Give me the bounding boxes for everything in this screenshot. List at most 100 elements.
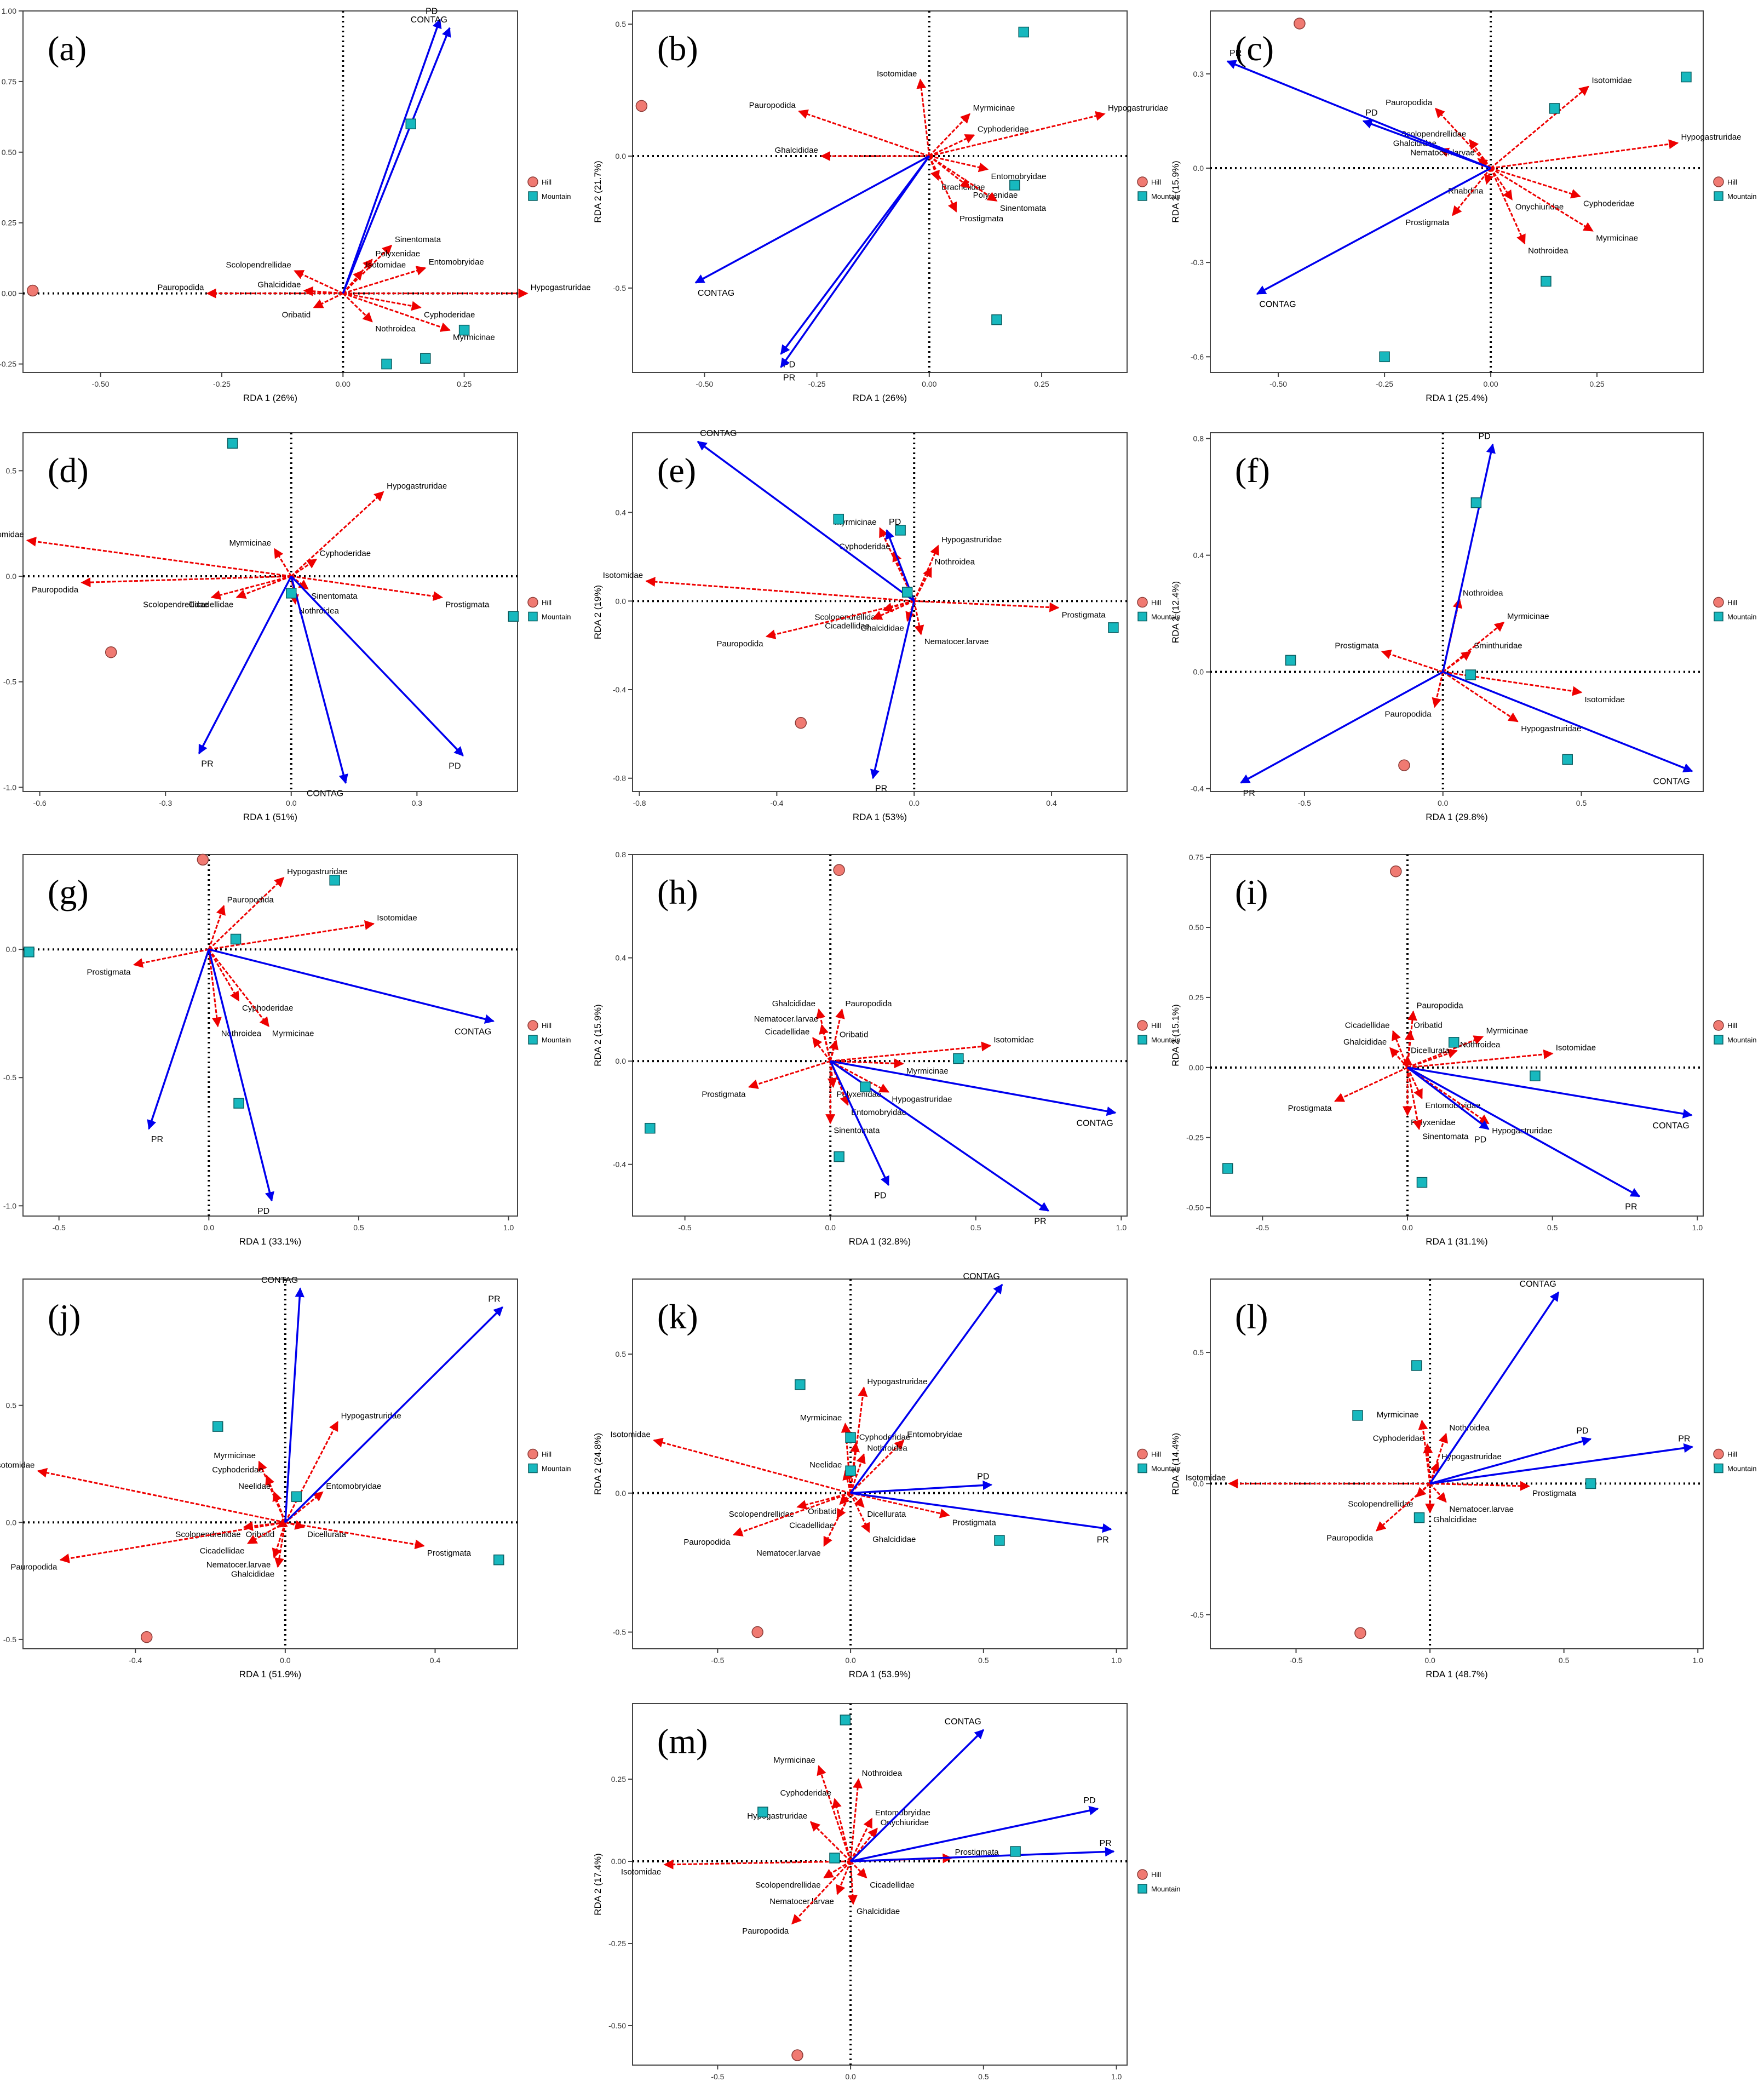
legend-mountain-swatch [1714, 611, 1723, 622]
taxon-label: Isotomidae [1556, 1043, 1596, 1052]
taxon-vector [1490, 167, 1581, 199]
taxon-label: Nothroidea [935, 558, 975, 567]
panel-i: -0.5 0.0 0.5 1.0 -0.50 -0.25 0.00 0.25 0.50 0.75 R… [1170, 853, 1756, 1247]
panel-m: -0.5 0.0 0.5 1.0 -0.50 -0.25 0.00 0.25 RDA 1 (42… [593, 1703, 1180, 2087]
taxon-label: Nothroidea [862, 1769, 903, 1778]
taxon-vector [1442, 671, 1519, 723]
mountain-site-point [405, 118, 416, 129]
panel-h: -0.5 0.0 0.5 1.0 -0.4 0.0 0.4 0.8 RDA 1 (32.8%) R… [593, 850, 1180, 1247]
panel-label: (b) [657, 29, 698, 68]
taxon-vector [812, 1037, 831, 1062]
env-vector [284, 1287, 304, 1523]
env-vector [1407, 1067, 1693, 1119]
y-axis-label: RDA 2 (19%) [593, 585, 603, 639]
x-tick-label: 1.0 [1111, 2072, 1122, 2081]
taxon-label: Hypogastruridae [1521, 724, 1581, 733]
taxon-label: Pauropodida [749, 101, 796, 110]
taxon-vector [208, 876, 285, 950]
mountain-site-point [845, 1465, 856, 1476]
legend-hill-swatch [1713, 176, 1724, 187]
taxon-label: Ghalcididae [1433, 1515, 1476, 1524]
taxon-vector [81, 575, 291, 588]
taxon-label: Isotomidae [1592, 76, 1632, 85]
taxon-vector [872, 600, 915, 620]
y-tick-label: -1.0 [3, 1201, 16, 1210]
legend: Hill Mountain [1137, 1869, 1180, 1894]
panel-label: (l) [1235, 1297, 1268, 1336]
x-tick-label: 0.00 [1483, 380, 1498, 388]
mountain-site-point [1411, 1360, 1422, 1371]
taxon-label: Prostigmata [955, 1848, 999, 1857]
x-tick-label: 0.25 [1589, 380, 1604, 388]
mountain-site-point [1562, 754, 1573, 765]
taxon-label: Myrmicinae [214, 1451, 256, 1460]
taxon-label: Nothroidea [1460, 1040, 1501, 1050]
x-tick-label: 0.0 [845, 2072, 856, 2081]
taxon-label: Hypogastruridae [747, 1811, 807, 1821]
taxon-label: Sinentomata [834, 1126, 880, 1135]
plot-frame [1210, 10, 1704, 373]
taxon-label: Ghalcididae [860, 624, 904, 633]
x-axis-label: RDA 1 (25.4%) [1426, 393, 1487, 403]
mountain-site-point [381, 358, 392, 370]
taxon-vector [1490, 167, 1594, 232]
legend-mountain-label: Mountain [1727, 1036, 1756, 1044]
mountain-site-point [901, 587, 913, 598]
y-tick-label: -0.50 [1186, 1203, 1204, 1212]
panel-label: (k) [657, 1297, 698, 1336]
env-vector [694, 155, 930, 284]
taxon-label: Ghalcididae [231, 1569, 274, 1579]
taxon-label: Ghalcididae [775, 146, 818, 155]
legend-mountain-label: Mountain [1727, 613, 1756, 621]
y-axis-label: RDA 2 (15.1%) [1170, 1004, 1181, 1066]
taxon-label: Cicadellidae [765, 1028, 810, 1037]
mountain-site-point [508, 611, 519, 622]
taxon-label: Entomobryidae [429, 257, 484, 267]
x-axis-label: RDA 1 (26%) [853, 393, 907, 403]
taxon-vector [342, 270, 363, 294]
taxon-label: Pauropodida [1384, 710, 1432, 719]
x-axis-label: RDA 1 (48.7%) [1426, 1669, 1487, 1679]
legend-hill-label: Hill [542, 599, 551, 607]
panel-b: -0.50 -0.25 0.00 0.25 -0.5 0.0 0.5 RDA 1 (26%) R… [593, 10, 1180, 403]
panel-label: (g) [48, 873, 89, 911]
hill-site-point [791, 2049, 803, 2061]
taxon-vector [929, 111, 1106, 157]
taxon-vector [849, 1493, 870, 1533]
hill-site-point [833, 864, 845, 876]
legend-mountain-swatch [528, 611, 538, 622]
taxon-label: Polyxenidae [973, 191, 1018, 200]
taxon-vector [850, 1860, 867, 1879]
taxon-label: Cyphoderidae [1373, 1434, 1424, 1443]
mountain-site-point [1379, 351, 1390, 363]
y-axis-label: RDA 2 (14.4%) [1170, 1433, 1181, 1495]
y-tick-label: -0.5 [3, 1635, 16, 1644]
env-label: PR [875, 784, 887, 794]
mountain-site-point [1222, 1163, 1233, 1174]
y-tick-label: -0.25 [608, 1939, 626, 1948]
panel-l: -0.5 0.0 0.5 1.0 -0.5 0.0 0.5 RDA 1 (48.7%) RDA … [1170, 1278, 1756, 1679]
mountain-site-point [1018, 26, 1029, 38]
taxon-vector [1389, 1047, 1409, 1068]
legend-hill-label: Hill [1727, 1450, 1737, 1459]
taxon-label: Hypogastruridae [387, 481, 447, 491]
y-tick-label: -0.5 [3, 678, 16, 686]
taxon-label: Cyphoderidae [424, 310, 475, 319]
legend-mountain-swatch [1714, 1463, 1723, 1473]
x-tick-label: 0.5 [978, 1656, 989, 1665]
mountain-site-point [24, 947, 35, 958]
env-label: CONTAG [963, 1272, 1000, 1281]
taxon-vector [732, 1492, 851, 1536]
taxon-vector [928, 156, 957, 213]
mountain-site-point [233, 1098, 244, 1109]
legend-hill-label: Hill [1151, 1871, 1161, 1879]
taxon-label: Cicadellidae [1345, 1020, 1390, 1030]
taxon-label: Myrmicinae [800, 1413, 842, 1423]
y-tick-label: 0.8 [616, 850, 627, 859]
taxon-label: Neelidae [809, 1460, 842, 1470]
taxon-label: Entomobryidae [851, 1108, 906, 1117]
env-label: PD [1083, 1796, 1095, 1805]
mountain-site-point [1465, 669, 1476, 680]
taxon-label: Hypogastruridae [287, 867, 347, 876]
x-tick-label: -0.5 [1256, 1223, 1269, 1232]
